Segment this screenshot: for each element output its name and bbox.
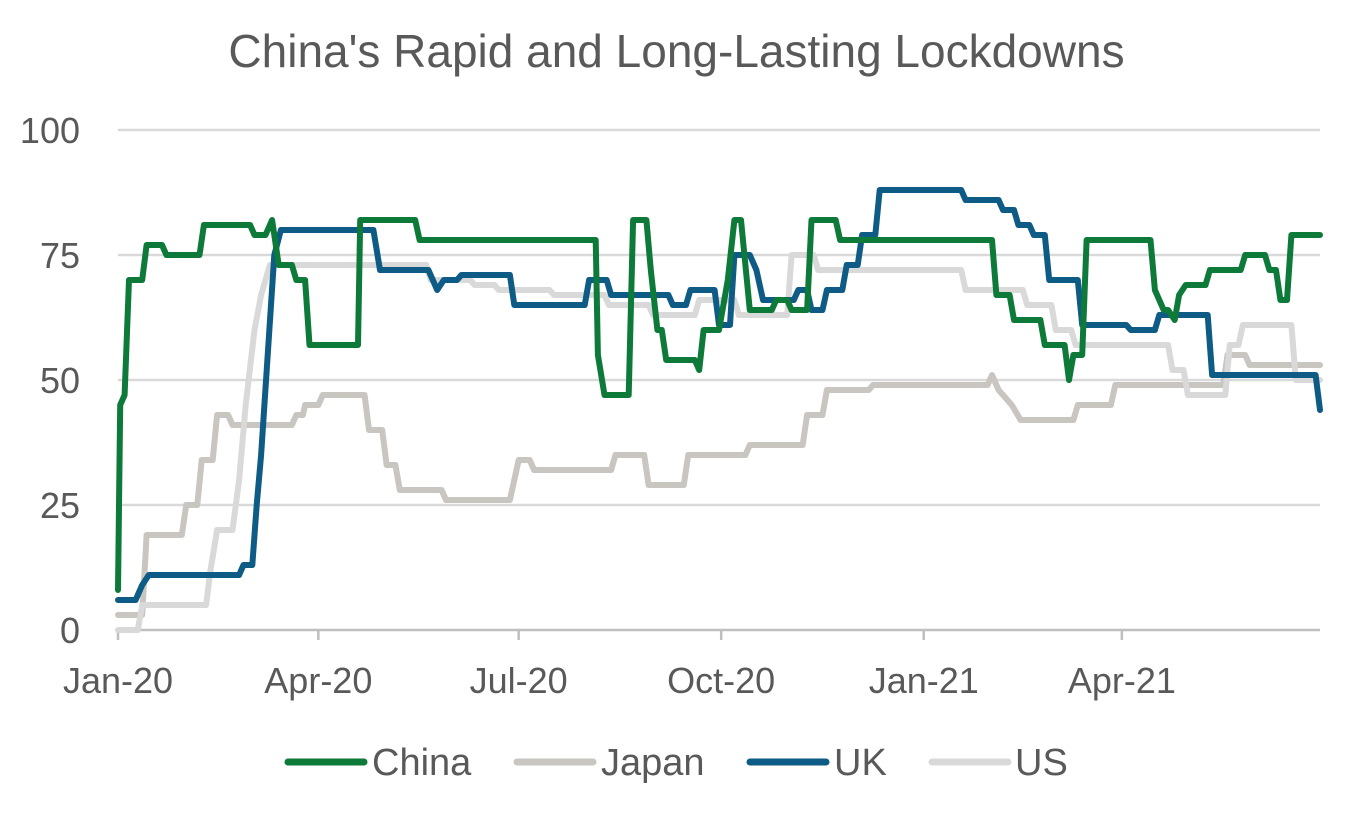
x-tick-label: Jan-21 — [869, 660, 979, 701]
y-tick-label: 25 — [40, 485, 80, 526]
series-line-japan — [115, 352, 1323, 618]
x-tick-label: Jul-20 — [470, 660, 568, 701]
series-line-uk — [115, 187, 1323, 603]
x-tick-label: Jan-20 — [63, 660, 173, 701]
legend-label-us: US — [1015, 742, 1068, 784]
series-line-china — [115, 217, 1323, 593]
series-line-us — [115, 252, 1323, 633]
legend-label-japan: Japan — [601, 742, 705, 784]
x-tick-label: Oct-20 — [667, 660, 775, 701]
y-tick-label: 100 — [20, 110, 80, 151]
legend-label-china: China — [372, 742, 472, 784]
y-tick-label: 50 — [40, 360, 80, 401]
x-tick-label: Apr-21 — [1068, 660, 1176, 701]
chart-title: China's Rapid and Long-Lasting Lockdowns — [228, 25, 1125, 77]
x-tick-label: Apr-20 — [264, 660, 372, 701]
legend-label-uk: UK — [834, 742, 887, 784]
y-tick-label: 0 — [60, 610, 80, 651]
y-tick-label: 75 — [40, 235, 80, 276]
